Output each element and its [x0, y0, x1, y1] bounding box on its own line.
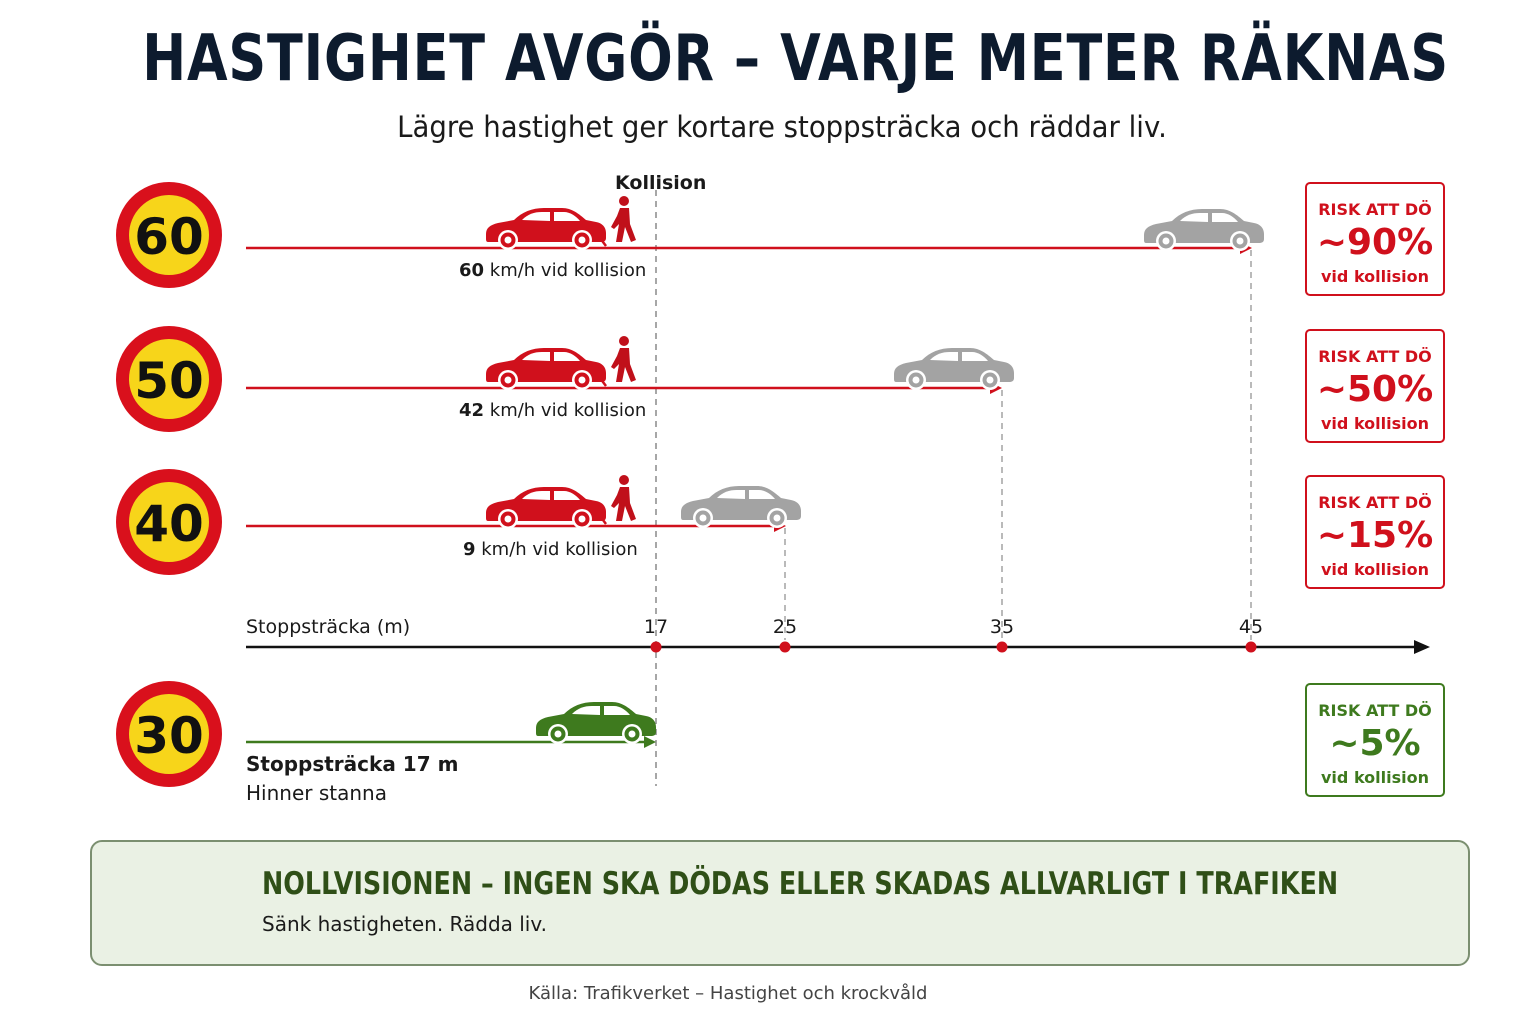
pedestrian-icon — [611, 196, 636, 242]
axis-tick-label: 45 — [1238, 616, 1264, 638]
svg-text:50: 50 — [134, 352, 204, 410]
car-icon-red — [486, 348, 606, 390]
svg-text:60: 60 — [134, 208, 204, 266]
risk-subtext: vid kollision — [1321, 267, 1429, 286]
axis-tick-dot-35 — [996, 641, 1008, 653]
axis-tick-label: 17 — [643, 616, 669, 638]
stop-distance-30-sublabel: Hinner stanna — [246, 781, 387, 805]
risk-box-60: RISK ATT DÖ ~90% vid kollision — [1305, 182, 1445, 296]
risk-box-50: RISK ATT DÖ ~50% vid kollision — [1305, 329, 1445, 443]
speed-sign-icon-30: 30 — [116, 681, 222, 787]
car-icon-green — [536, 702, 656, 744]
axis-tick-dot-17 — [650, 641, 662, 653]
speed-sign-icon-60: 60 — [116, 182, 222, 288]
car-icon-grey-45 — [1144, 209, 1264, 251]
risk-value: ~5% — [1329, 723, 1421, 764]
axis-tick-dot-25 — [779, 641, 791, 653]
page-title: HASTIGHET AVGÖR – VARJE METER RÄKNAS — [142, 22, 1449, 96]
impact-speed-label-40: 9 km/h vid kollision — [463, 539, 638, 560]
risk-heading: RISK ATT DÖ — [1318, 200, 1432, 219]
collision-label: Kollision — [615, 172, 707, 194]
risk-subtext: vid kollision — [1321, 768, 1429, 787]
car-icon-grey-35 — [894, 348, 1014, 390]
risk-value: ~15% — [1316, 515, 1434, 556]
svg-text:30: 30 — [134, 707, 204, 765]
svg-text:40: 40 — [134, 495, 204, 553]
nollvision-banner — [90, 840, 1470, 966]
risk-value: ~50% — [1316, 369, 1434, 410]
impact-speed-label-60: 60 km/h vid kollision — [459, 260, 647, 281]
risk-heading: RISK ATT DÖ — [1318, 347, 1432, 366]
stop-distance-30-label: Stoppsträcka 17 m — [246, 752, 459, 776]
axis-tick-label: 35 — [989, 616, 1015, 638]
speed-sign-icon-50: 50 — [116, 326, 222, 432]
risk-heading: RISK ATT DÖ — [1318, 701, 1432, 720]
page-subtitle: Lägre hastighet ger kortare stoppsträcka… — [397, 110, 1167, 144]
car-icon-grey-25 — [681, 486, 801, 528]
risk-heading: RISK ATT DÖ — [1318, 493, 1432, 512]
banner-title: NOLLVISIONEN – INGEN SKA DÖDAS ELLER SKA… — [262, 866, 1339, 902]
risk-subtext: vid kollision — [1321, 414, 1429, 433]
car-icon-red — [486, 487, 606, 529]
risk-value: ~90% — [1316, 222, 1434, 263]
pedestrian-icon — [611, 475, 636, 521]
pedestrian-icon — [611, 336, 636, 382]
impact-speed-label-50: 42 km/h vid kollision — [459, 400, 647, 421]
banner-subtitle: Sänk hastigheten. Rädda liv. — [262, 912, 547, 936]
axis-label: Stoppsträcka (m) — [246, 616, 411, 638]
source-credit: Källa: Trafikverket – Hastighet och kroc… — [528, 983, 928, 1004]
risk-box-30: RISK ATT DÖ ~5% vid kollision — [1305, 683, 1445, 797]
risk-box-40: RISK ATT DÖ ~15% vid kollision — [1305, 475, 1445, 589]
risk-subtext: vid kollision — [1321, 560, 1429, 579]
car-icon-red — [486, 208, 606, 250]
speed-sign-icon-40: 40 — [116, 469, 222, 575]
axis-tick-label: 25 — [772, 616, 798, 638]
axis-tick-dot-45 — [1245, 641, 1257, 653]
